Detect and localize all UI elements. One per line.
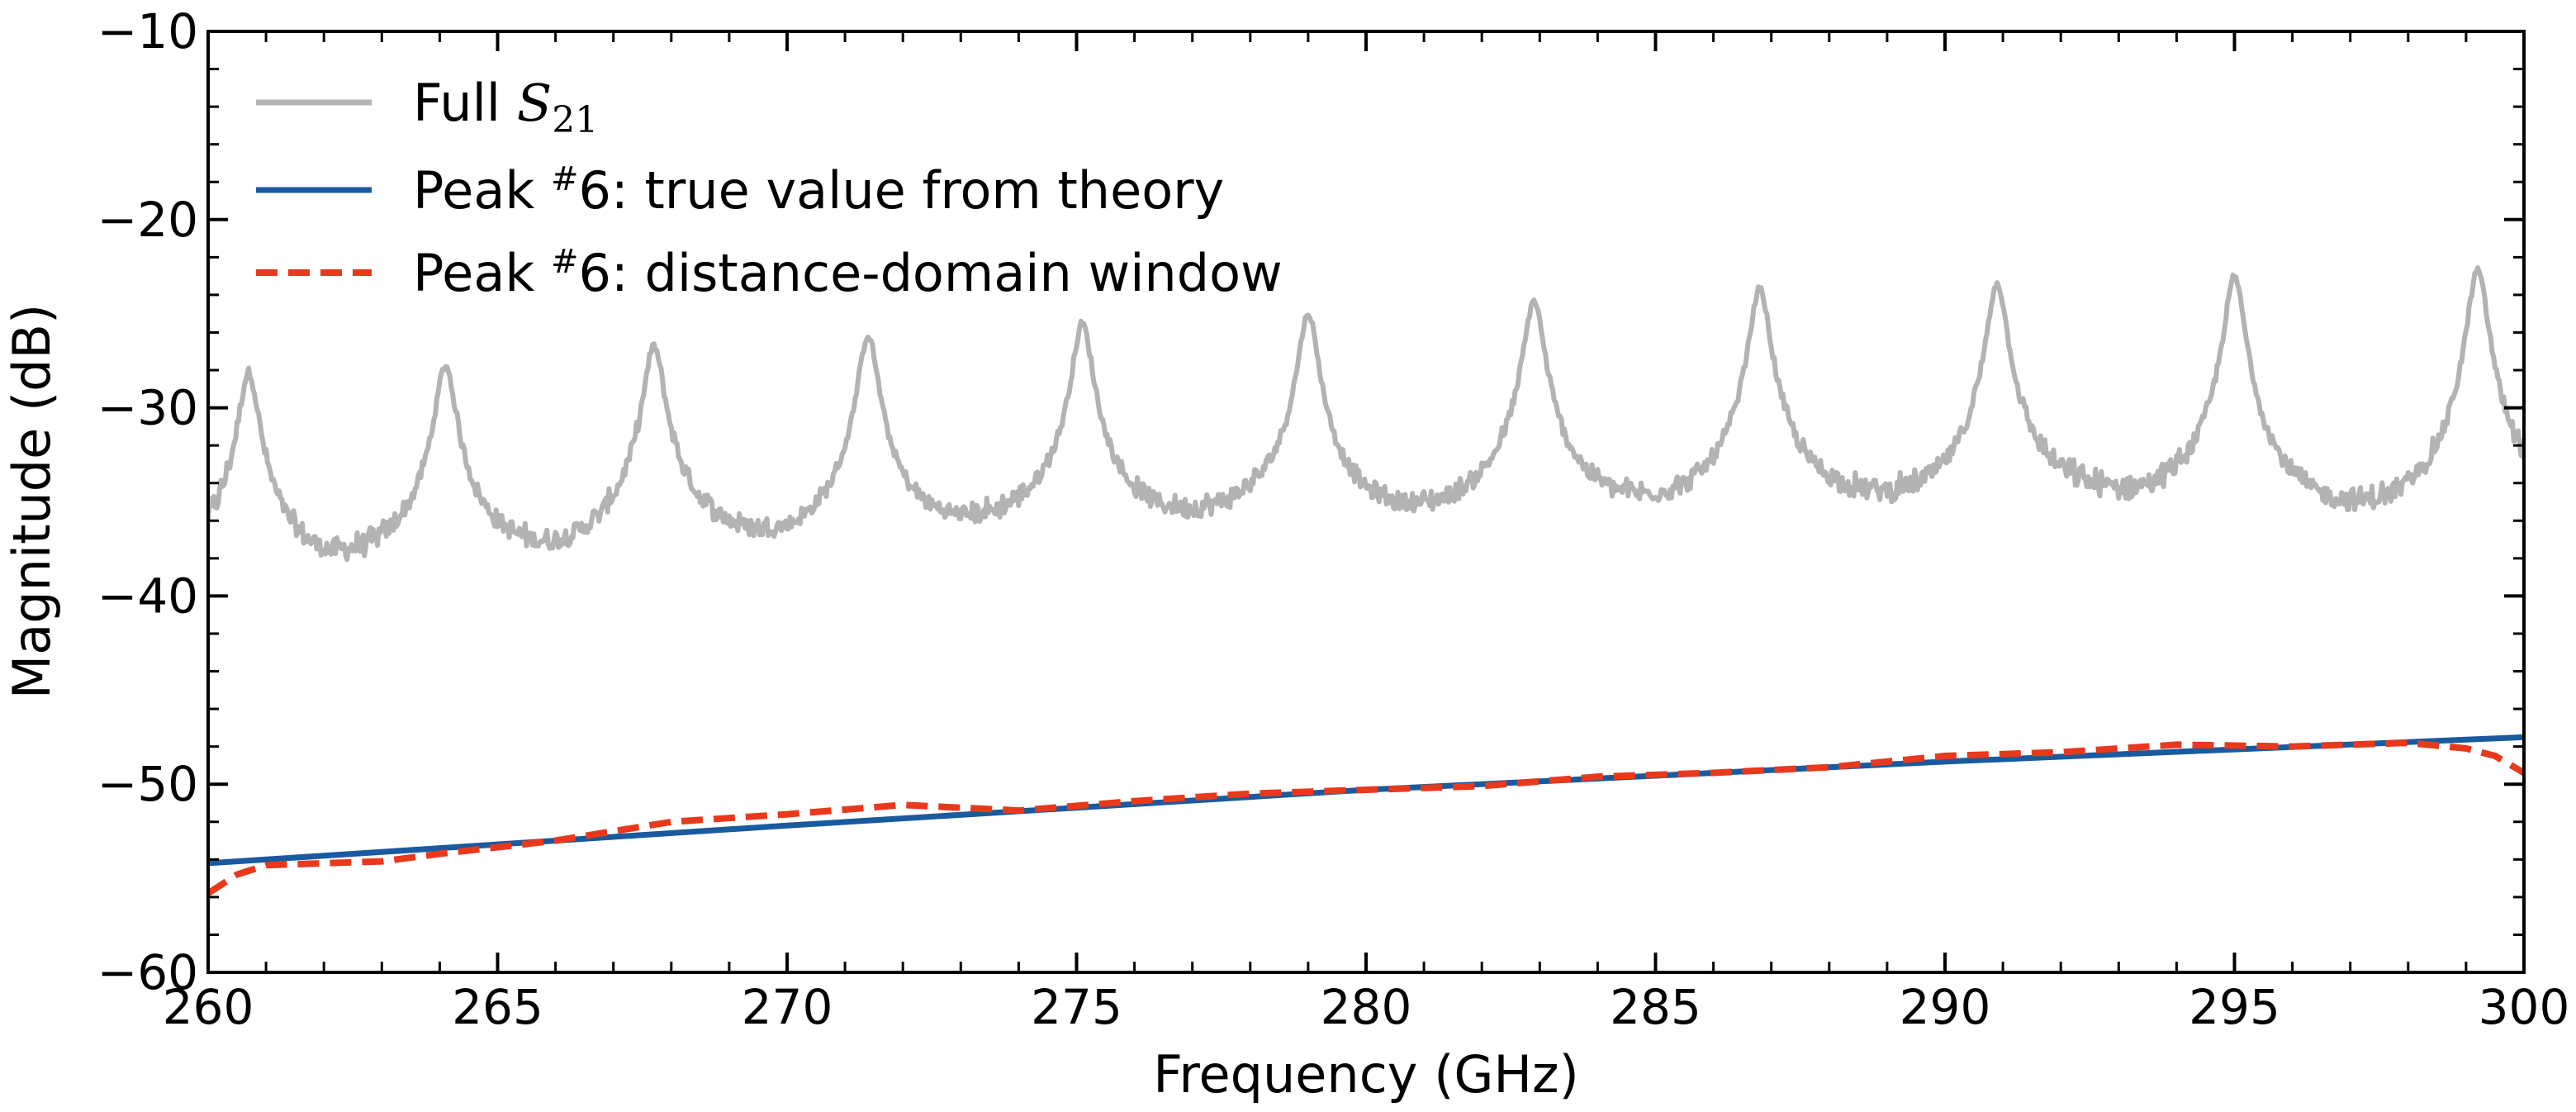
x-tick-label: 270 (742, 979, 833, 1035)
x-tick-label: 290 (1900, 979, 1991, 1035)
x-tick-label: 300 (2479, 979, 2570, 1035)
plot-frame (206, 30, 2526, 974)
y-tick-label: −50 (97, 756, 198, 812)
x-tick-label: 265 (452, 979, 543, 1035)
y-axis-label: Magnitude (dB) (2, 304, 62, 699)
series-window-line (208, 739, 2524, 896)
x-axis-label: Frequency (GHz) (1153, 1044, 1579, 1105)
ticks-layer: 260 265 270 275 280 285 290 295 300 −60 −50 −40 −30 −… (97, 3, 2570, 1035)
y-tick-label: −20 (97, 192, 198, 248)
y-tick-label: −60 (97, 944, 198, 1000)
x-tick-label: 280 (1321, 979, 1412, 1035)
legend-entry: Peak #6: true value from theory (413, 160, 1224, 221)
series-theory-line (208, 734, 2524, 867)
legend-entry: Peak #6: distance-domain window (413, 243, 1283, 303)
x-tick-label: 275 (1031, 979, 1122, 1035)
y-tick-label: −10 (97, 3, 198, 59)
series-layer (208, 265, 2524, 896)
legend-entry: Full S21 (413, 73, 598, 141)
y-tick-label: −30 (97, 380, 198, 436)
series-full-s21-line (208, 265, 2524, 563)
x-tick-label: 295 (2189, 979, 2280, 1035)
legend: Full S21 Peak #6: true value from theory P… (256, 73, 1283, 303)
y-tick-label: −40 (97, 568, 198, 624)
x-tick-label: 260 (163, 979, 254, 1035)
x-tick-label: 285 (1610, 979, 1701, 1035)
